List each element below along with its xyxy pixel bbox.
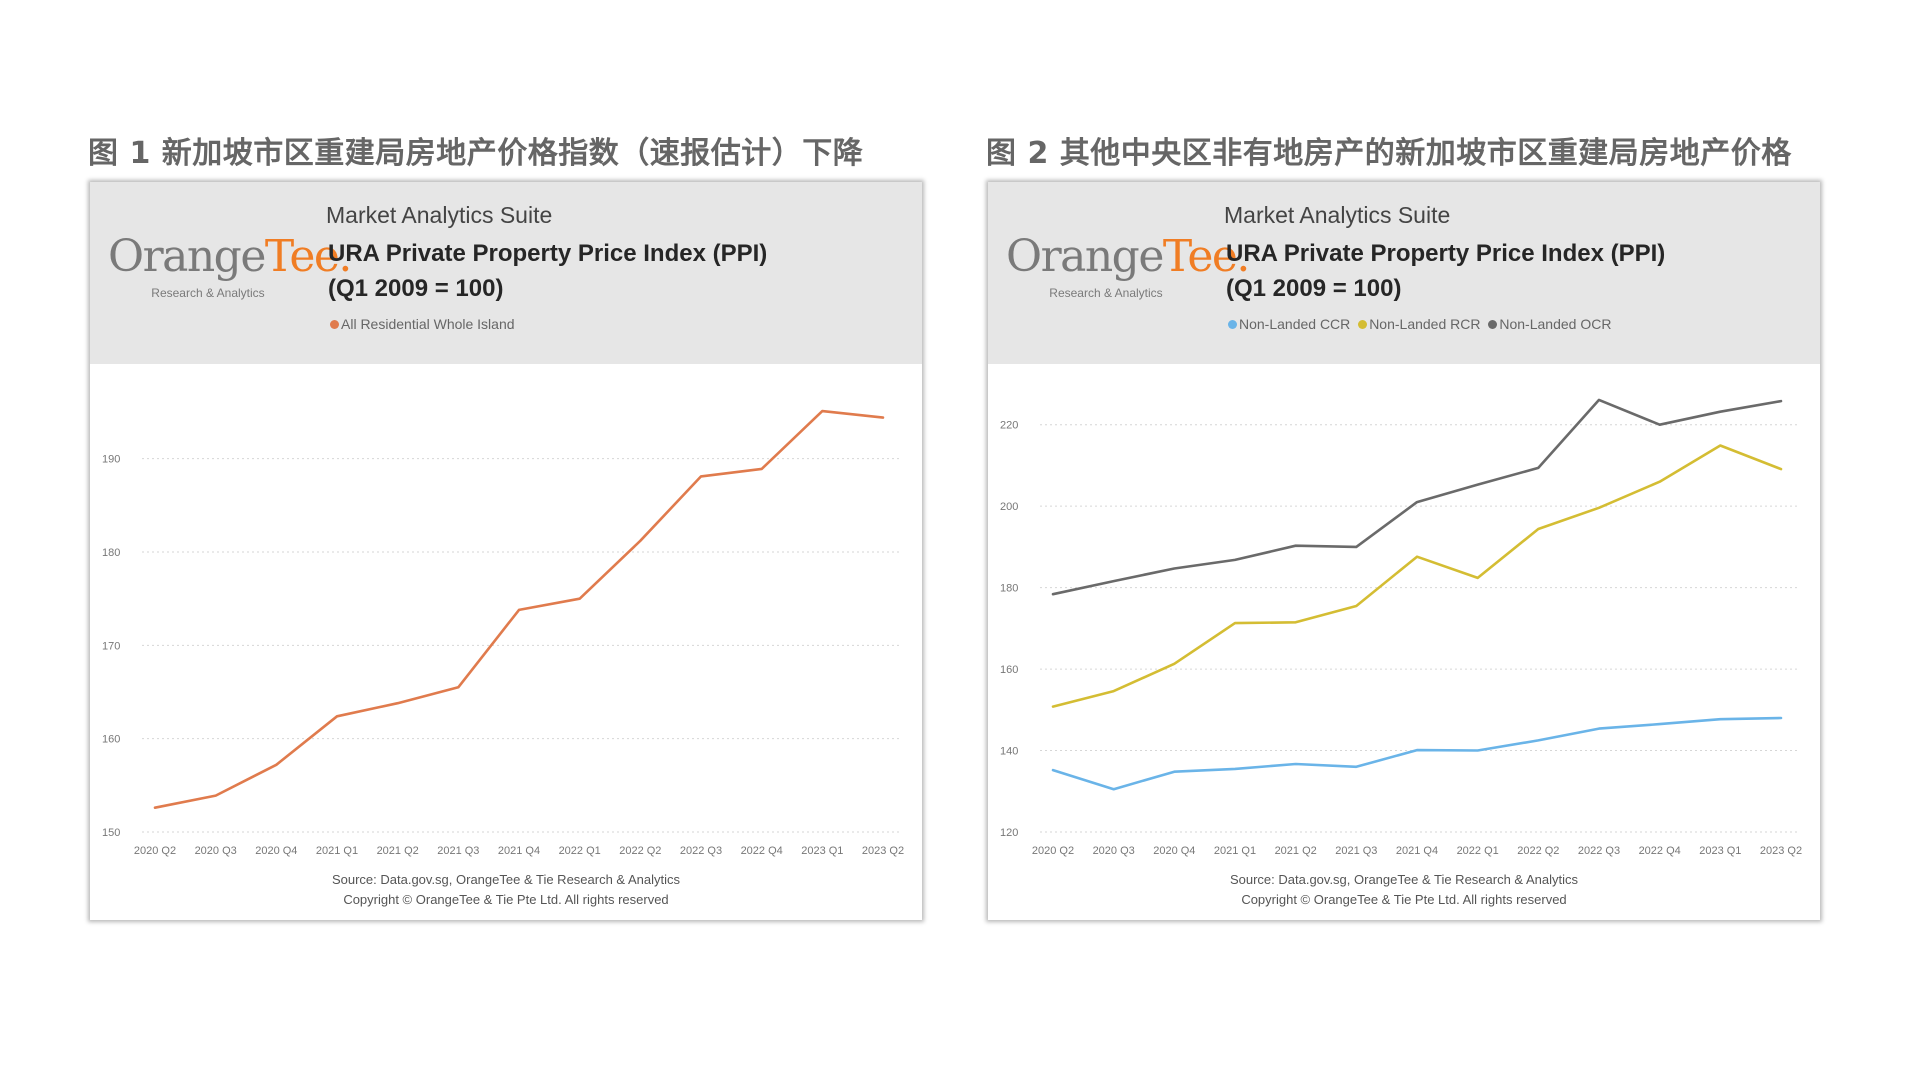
- copyright-note: Copyright © OrangeTee & Tie Pte Ltd. All…: [343, 892, 669, 907]
- orangetee-logo: OrangeTee. Research & Analytics: [108, 231, 352, 301]
- x-tick-label: 2022 Q2: [619, 845, 661, 857]
- x-tick-label: 2020 Q4: [255, 845, 297, 857]
- legend-marker: [330, 320, 339, 329]
- chart-legend: Non-Landed CCR Non-Landed RCR Non-Landed…: [1228, 316, 1615, 332]
- legend-item: Non-Landed OCR: [1488, 316, 1611, 332]
- x-tick-label: 2020 Q2: [1032, 845, 1074, 857]
- chart-legend: All Residential Whole Island: [330, 316, 519, 332]
- chart-subtitle: (Q1 2009 = 100): [1226, 275, 1402, 302]
- logo-subtitle: Research & Analytics: [1049, 286, 1163, 300]
- x-tick-label: 2022 Q1: [559, 845, 601, 857]
- y-tick-label: 160: [1000, 664, 1018, 676]
- x-tick-label: 2023 Q1: [1699, 845, 1741, 857]
- x-tick-label: 2021 Q3: [437, 845, 479, 857]
- series-line: [153, 409, 885, 810]
- x-tick-label: 2022 Q4: [741, 845, 783, 857]
- x-tick-label: 2021 Q3: [1335, 845, 1377, 857]
- line-chart-plot: 120 140 160 180 200 220 2020 Q2 2020 Q3 2020 Q4 2…: [1000, 398, 1802, 857]
- orangetee-logo: OrangeTee. Research & Analytics: [1006, 231, 1250, 301]
- y-tick-label: 180: [102, 547, 120, 559]
- chart-title: URA Private Property Price Index (PPI): [1226, 240, 1666, 267]
- figure-2-caption: 图 2 其他中央区非有地房产的新加坡市区重建局房地产价格: [986, 136, 1792, 171]
- series-line: [1051, 444, 1783, 708]
- figure-1-caption: 图 1 新加坡市区重建局房地产价格指数（速报估计）下降: [88, 136, 864, 171]
- x-tick-label: 2023 Q2: [862, 845, 904, 857]
- logo-subtitle: Research & Analytics: [151, 286, 265, 300]
- legend-marker: [1488, 320, 1498, 329]
- y-tick-label: 120: [1000, 827, 1018, 839]
- y-tick-label: 200: [1000, 501, 1018, 513]
- line-chart-plot: 150 160 170 180 190 2020 Q2 2020 Q3 2020 Q4 2021…: [102, 409, 904, 857]
- y-tick-label: 180: [1000, 583, 1018, 595]
- x-tick-label: 2023 Q2: [1760, 845, 1802, 857]
- x-tick-label: 2021 Q1: [1214, 845, 1256, 857]
- x-tick-label: 2023 Q1: [801, 845, 843, 857]
- series-line: [1051, 398, 1783, 596]
- source-note: Source: Data.gov.sg, OrangeTee & Tie Res…: [1229, 872, 1579, 887]
- chart-subtitle: (Q1 2009 = 100): [328, 275, 504, 302]
- y-tick-label: 160: [102, 734, 120, 746]
- chart-header: OrangeTee. Research & Analytics Market A…: [90, 182, 922, 364]
- legend-item: Non-Landed RCR: [1358, 316, 1480, 332]
- x-tick-label: 2020 Q2: [134, 845, 176, 857]
- x-tick-label: 2020 Q3: [195, 845, 237, 857]
- source-note: Source: Data.gov.sg, OrangeTee & Tie Res…: [331, 872, 681, 887]
- y-tick-label: 140: [1000, 746, 1018, 758]
- y-tick-label: 220: [1000, 420, 1018, 432]
- copyright-note: Copyright © OrangeTee & Tie Pte Ltd. All…: [1241, 892, 1567, 907]
- y-tick-label: 170: [102, 640, 120, 652]
- x-tick-label: 2021 Q4: [498, 845, 540, 857]
- series-line: [1051, 716, 1783, 791]
- y-tick-label: 150: [102, 827, 120, 839]
- x-tick-label: 2022 Q2: [1517, 845, 1559, 857]
- x-tick-label: 2021 Q2: [377, 845, 419, 857]
- chart-card-2: OrangeTee. Research & Analytics Market A…: [988, 182, 1820, 920]
- chart-header: OrangeTee. Research & Analytics Market A…: [988, 182, 1820, 364]
- legend-item: All Residential Whole Island: [330, 316, 515, 332]
- legend-item: Non-Landed CCR: [1228, 316, 1350, 332]
- suite-label: Market Analytics Suite: [1224, 202, 1451, 228]
- x-tick-label: 2021 Q4: [1396, 845, 1438, 857]
- y-tick-label: 190: [102, 454, 120, 466]
- x-tick-label: 2021 Q2: [1275, 845, 1317, 857]
- chart-card-1: OrangeTee. Research & Analytics Market A…: [90, 182, 922, 920]
- x-tick-label: 2020 Q4: [1153, 845, 1195, 857]
- x-tick-label: 2022 Q3: [1578, 845, 1620, 857]
- x-tick-label: 2021 Q1: [316, 845, 358, 857]
- x-tick-label: 2022 Q3: [680, 845, 722, 857]
- legend-marker: [1228, 320, 1237, 329]
- legend-marker: [1358, 320, 1368, 329]
- chart-title: URA Private Property Price Index (PPI): [328, 240, 768, 267]
- suite-label: Market Analytics Suite: [326, 202, 553, 228]
- x-tick-label: 2022 Q4: [1639, 845, 1681, 857]
- x-tick-label: 2020 Q3: [1093, 845, 1135, 857]
- x-tick-label: 2022 Q1: [1457, 845, 1499, 857]
